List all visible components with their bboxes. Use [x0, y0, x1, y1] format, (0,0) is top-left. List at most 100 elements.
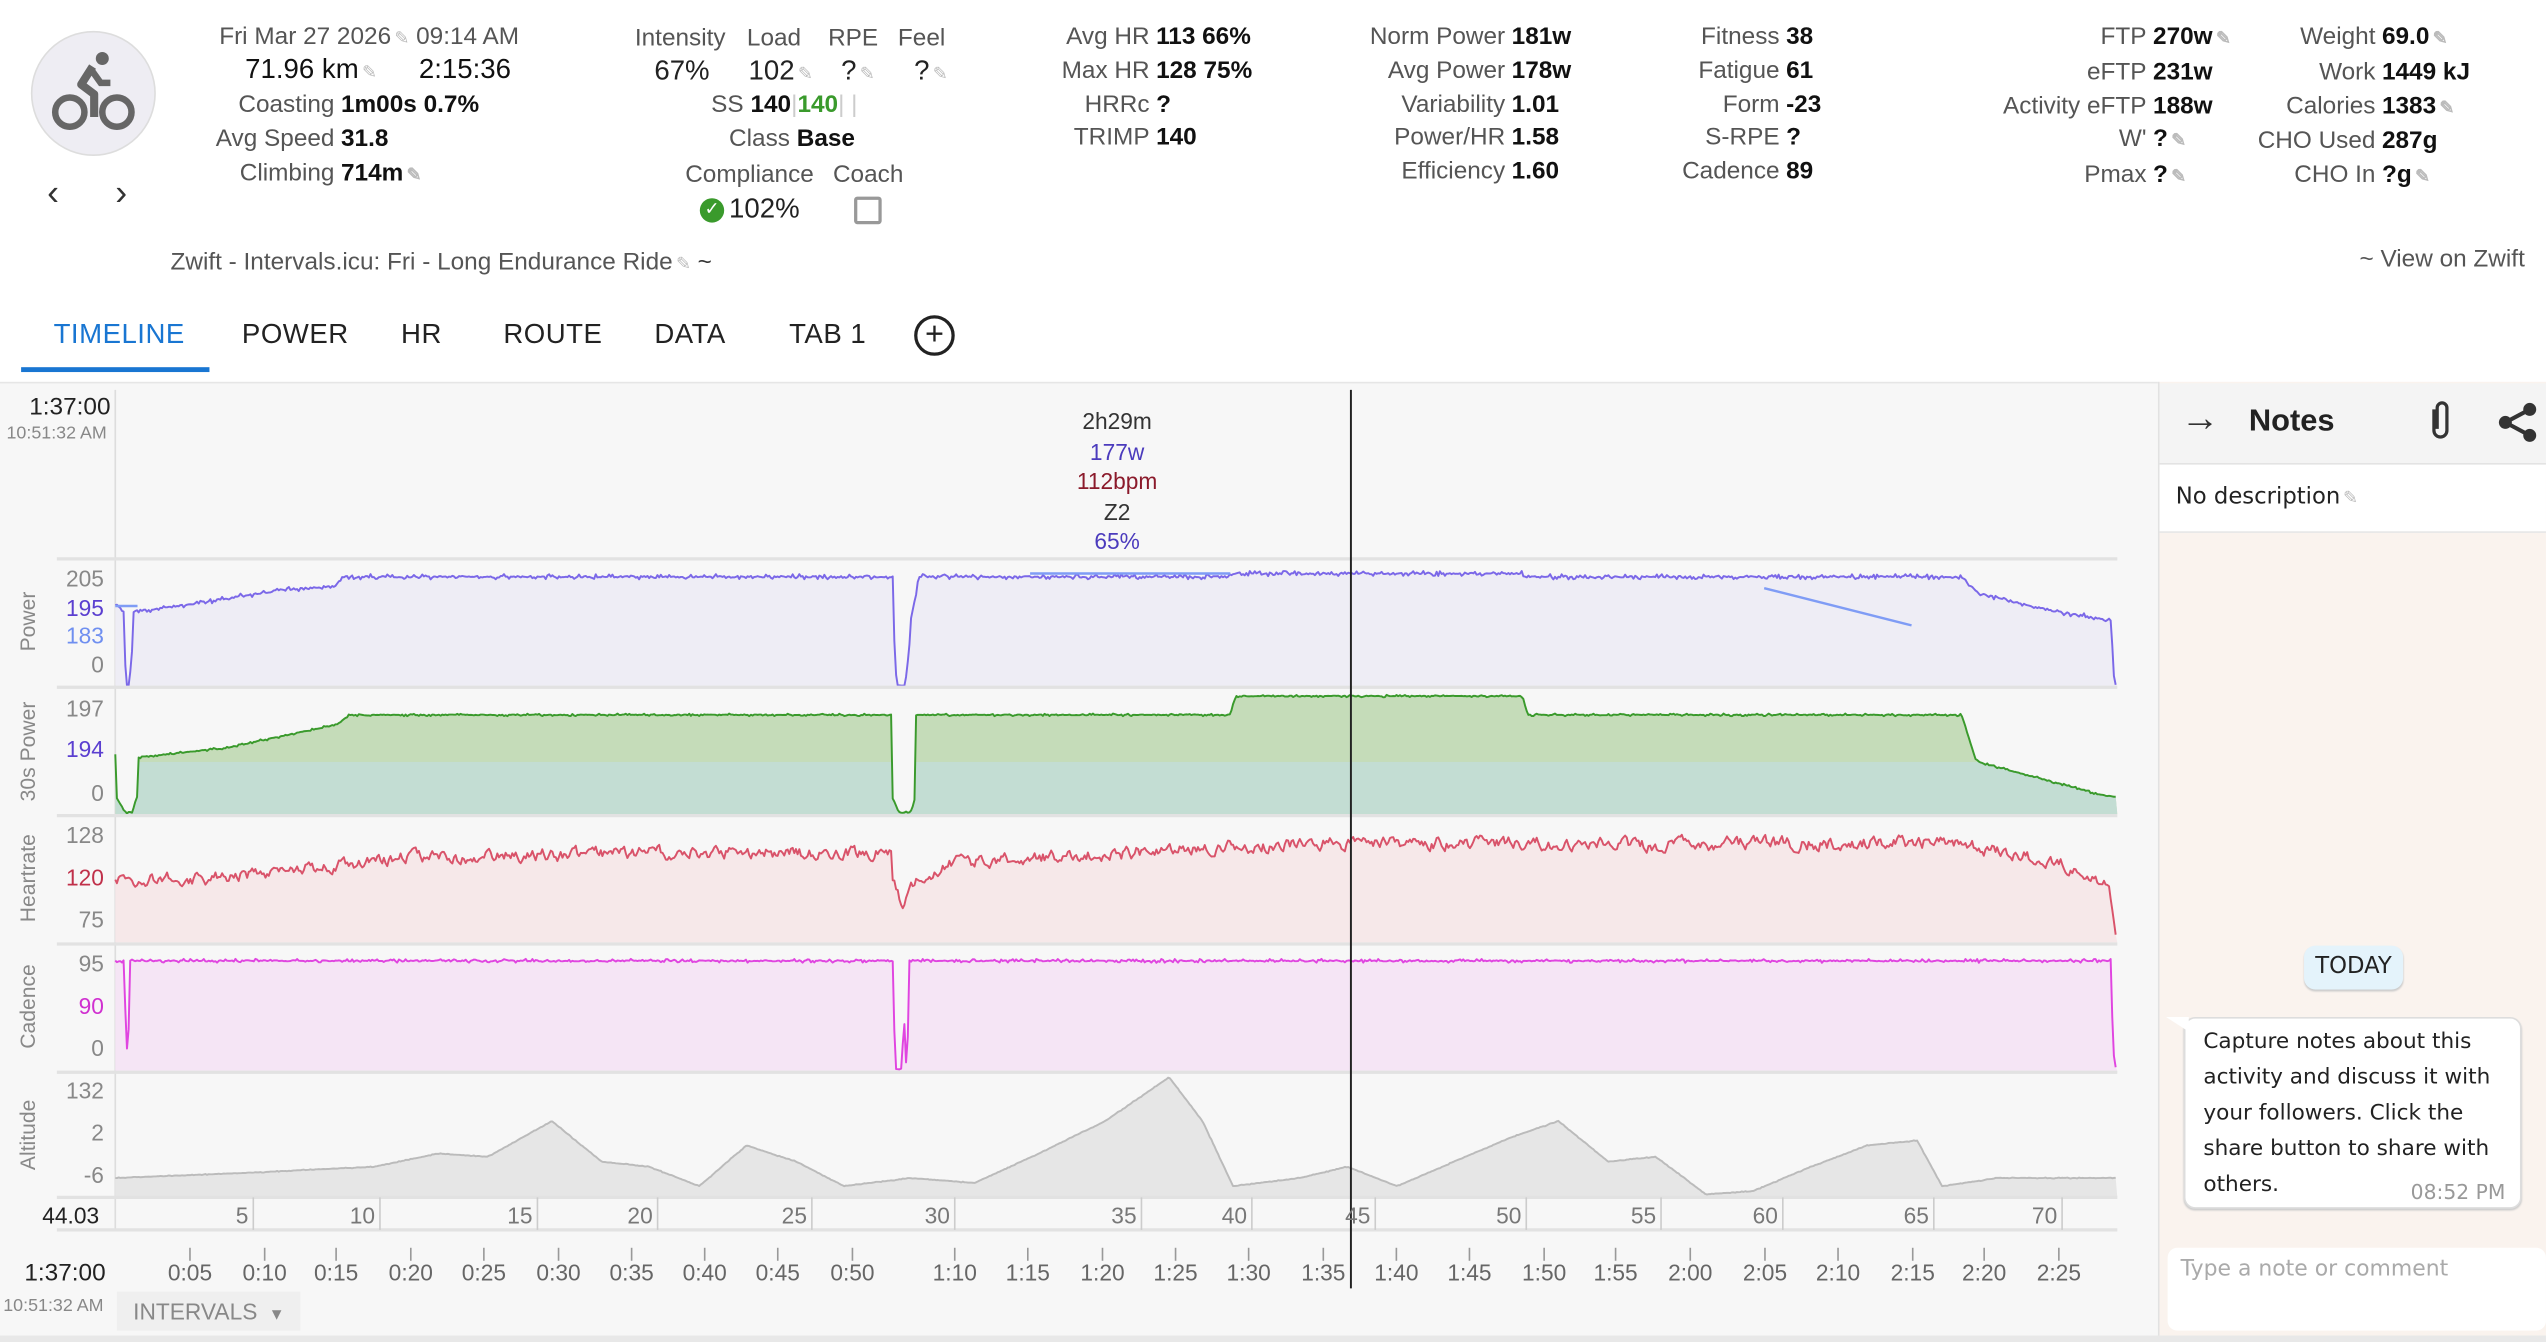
share-icon[interactable] — [2497, 401, 2539, 451]
avg-hr-value: 113 66% — [1156, 21, 1252, 55]
rpe-value[interactable]: ? ✎ — [841, 55, 875, 87]
cho-in-value[interactable]: ?g ✎ — [2382, 160, 2470, 195]
distance-tick-label: 30 — [924, 1202, 950, 1229]
tab-power[interactable]: POWER — [241, 318, 349, 350]
tab-hr[interactable]: HR — [401, 318, 442, 350]
w-value[interactable]: ? ✎ — [2153, 124, 2231, 159]
compliance-value: ✓ 102% — [699, 193, 800, 225]
s-rpe-label: S-RPE — [1705, 124, 1780, 152]
hrrc-text: ? — [1156, 90, 1171, 118]
distance-tick-label: 55 — [1630, 1202, 1657, 1229]
max-hr-label: Max HR — [1061, 56, 1150, 85]
trimp-text: 140 — [1156, 124, 1197, 152]
distance-tick-label: 40 — [1221, 1202, 1248, 1229]
next-activity-button[interactable]: › — [115, 172, 128, 213]
norm-power-label: Norm Power — [1369, 22, 1506, 51]
bottom-border — [0, 1335, 2546, 1342]
distance-tick-label: 15 — [507, 1202, 533, 1229]
summary-zone: Z2 — [1103, 497, 1131, 524]
altitude-tick: -6 — [83, 1161, 104, 1188]
weight-label: Weight — [2300, 22, 2376, 51]
power-axis-title: Power — [15, 591, 40, 652]
tab-timeline[interactable]: TIMELINE — [53, 318, 185, 350]
check-circle-icon: ✓ — [699, 197, 725, 222]
collapse-notes-arrow-icon[interactable]: → — [2180, 396, 2220, 441]
efficiency-text: 1.60 — [1511, 157, 1560, 186]
time-tick-label: 0:25 — [461, 1259, 506, 1286]
tab-data[interactable]: DATA — [654, 318, 726, 350]
coach-label: Coach — [832, 160, 904, 189]
ftp-value[interactable]: 270w ✎ — [2153, 21, 2231, 56]
cadence-tick: 95 — [78, 950, 104, 977]
edit-pencil-icon: ✎ — [2215, 29, 2231, 49]
hrrc-label: HRRc — [1084, 90, 1150, 118]
summary-power: 177w — [1089, 437, 1145, 464]
altitude-axis-title: Altitude — [15, 1099, 40, 1171]
feel-text: ? — [914, 55, 930, 87]
weight-value[interactable]: 69.0 ✎ — [2382, 21, 2470, 56]
time-tick-label: 0:45 — [755, 1259, 800, 1286]
pmax-value[interactable]: ? ✎ — [2153, 160, 2231, 195]
cho-used-text: 287g — [2381, 127, 2438, 155]
power30-tick: 194 — [65, 735, 104, 762]
previous-activity-button[interactable]: ‹ — [47, 172, 59, 213]
distance-tick-label: 60 — [1752, 1202, 1778, 1229]
climbing-value[interactable]: 714m ✎ — [341, 157, 479, 192]
eftp-label: eFTP — [2086, 58, 2147, 86]
time-tick-label: 1:20 — [1080, 1259, 1125, 1286]
load-value[interactable]: 102 ✎ — [749, 55, 813, 87]
calories-value[interactable]: 1383 ✎ — [2382, 90, 2470, 125]
activity-time: 09:14 AM — [416, 22, 520, 51]
view-on-zwift-link[interactable]: ~ View on Zwift — [2359, 245, 2525, 273]
efficiency-value: 1.60 — [1512, 156, 1572, 190]
feel-value[interactable]: ? ✎ — [914, 55, 948, 87]
power-stats: Norm Power 181w Avg Power 178w Variability 1.… — [1317, 21, 1571, 190]
activity-distance[interactable]: 71.96 km — [245, 53, 359, 85]
activity-name[interactable]: Zwift - Intervals.icu: Fri - Long Endura… — [170, 249, 711, 277]
pmax-label: Pmax — [2084, 161, 2147, 189]
power-tick: 205 — [65, 565, 104, 592]
time-tick-label: 0:15 — [313, 1259, 359, 1286]
add-tab-icon[interactable]: + — [914, 315, 955, 356]
notes-title: Notes — [2248, 404, 2335, 439]
activity-type-avatar[interactable] — [30, 30, 156, 156]
hr-area — [115, 834, 2118, 943]
norm-power-text: 181w — [1511, 22, 1572, 51]
time-tick-label: 2:15 — [1890, 1259, 1935, 1286]
intervals-dropdown[interactable]: INTERVALS ▼ — [116, 1291, 301, 1331]
trimp-value: 140 — [1156, 122, 1252, 156]
activity-datetime[interactable]: Fri Mar 27 2026 ✎ 09:14 AM — [219, 23, 519, 51]
cadence-value: 89 — [1786, 156, 1821, 190]
fitness-stats: Fitness 38 Fatigue 61 Form -23 S-RPE? Cadence 89 — [1624, 21, 1822, 190]
power-hr-label: Power/HR — [1394, 124, 1506, 152]
edit-pencil-icon: ✎ — [2171, 167, 2187, 188]
note-input-box[interactable]: Type a note or comment — [2167, 1247, 2546, 1331]
heartrate-axis-title: Heartrate — [15, 834, 40, 923]
compliance-text: 102% — [729, 193, 800, 225]
timeline-chart[interactable] — [0, 0, 2158, 1342]
hr-stats: Avg HR 113 66% Max HR 128 75% HRRc? TRIMP 140 — [994, 21, 1253, 156]
cadence-text: 89 — [1786, 157, 1814, 186]
tab-route[interactable]: ROUTE — [503, 318, 603, 350]
attachment-icon[interactable] — [2426, 400, 2455, 450]
tab-tab1[interactable]: TAB 1 — [789, 318, 867, 350]
cho-used-label: CHO Used — [2257, 127, 2376, 155]
edit-pencil-icon: ✎ — [2414, 167, 2430, 188]
weight-text: 69.0 — [2381, 22, 2430, 51]
cursor-clock: 10:51:32 AM — [6, 424, 107, 444]
power-hr-text: 1.58 — [1511, 124, 1560, 152]
intensity-value: 67% — [654, 55, 710, 87]
power30-line — [114, 693, 2116, 815]
max-hr-value: 128 75% — [1156, 55, 1252, 89]
time-tick-label: 1:10 — [932, 1259, 977, 1286]
activity-eftp-text: 188w — [2153, 91, 2213, 120]
coach-checkbox[interactable] — [854, 196, 882, 225]
distance-tick-label: 35 — [1111, 1202, 1137, 1229]
description-row[interactable]: No description ✎ — [2159, 464, 2546, 533]
variability-label: Variability — [1401, 90, 1506, 118]
note-message-time: 08:52 PM — [2410, 1179, 2506, 1204]
form-text: -23 — [1786, 90, 1822, 118]
hr-tick: 75 — [78, 906, 104, 933]
variability-value: 1.01 — [1512, 89, 1572, 123]
work-value: 1449 kJ — [2382, 57, 2470, 91]
